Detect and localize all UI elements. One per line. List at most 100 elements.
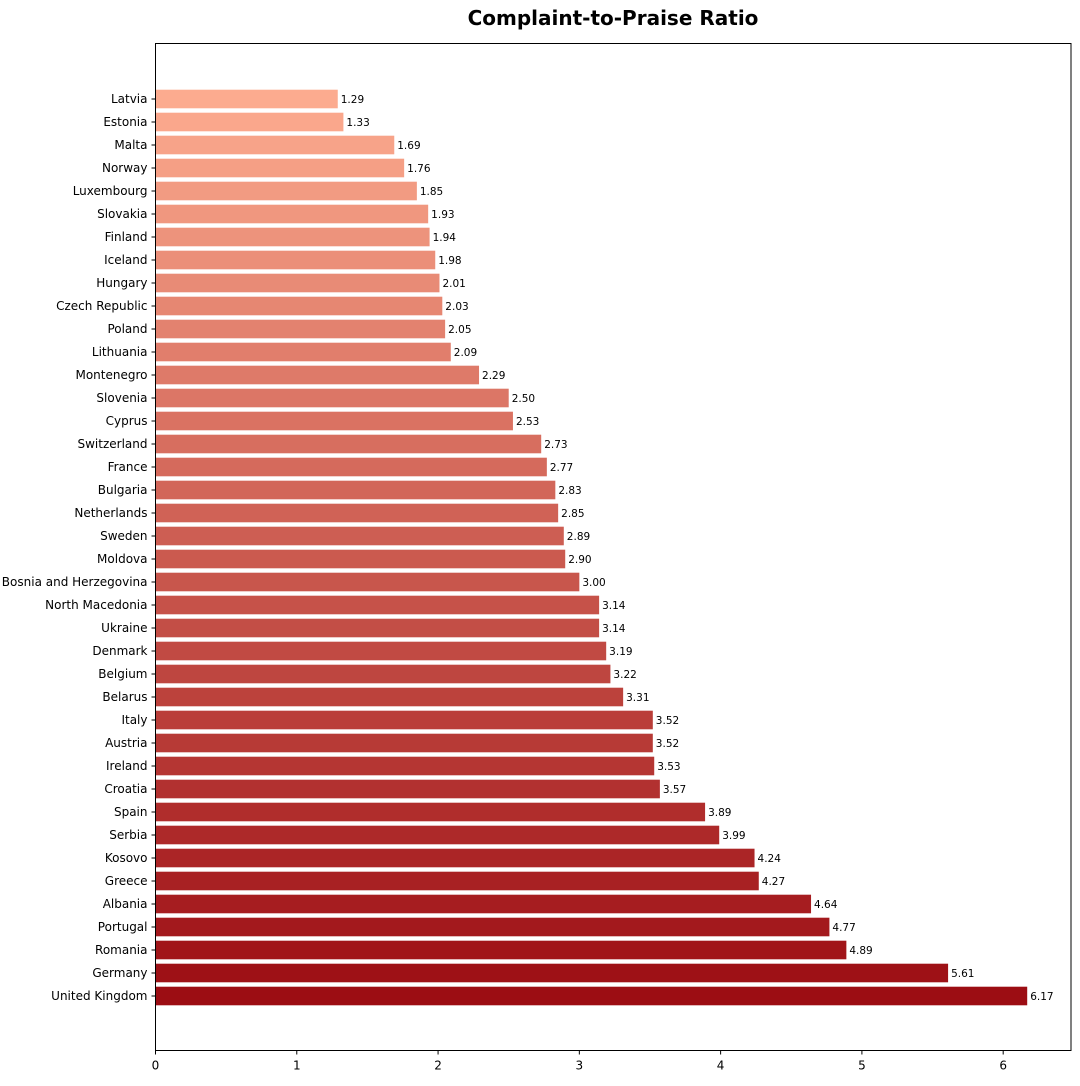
category-label: United Kingdom	[51, 989, 147, 1003]
category-label: Spain	[114, 805, 148, 819]
value-label: 2.83	[558, 485, 581, 497]
value-label: 3.89	[708, 807, 731, 819]
bar	[155, 296, 443, 316]
value-label: 1.85	[420, 186, 443, 198]
value-label: 2.05	[448, 324, 471, 336]
category-label: Ireland	[106, 759, 148, 773]
category-label: Croatia	[104, 782, 147, 796]
category-label: Italy	[121, 713, 147, 727]
bar	[155, 986, 1028, 1006]
bar	[155, 871, 759, 891]
bars-group	[155, 89, 1028, 1006]
bar	[155, 894, 812, 914]
category-label: Latvia	[111, 92, 148, 106]
value-label: 2.77	[550, 462, 573, 474]
category-label: North Macedonia	[45, 598, 147, 612]
category-label: Montenegro	[75, 368, 147, 382]
value-label: 3.31	[626, 692, 649, 704]
value-label: 1.33	[346, 117, 369, 129]
value-label: 3.14	[602, 600, 626, 612]
bar	[155, 158, 405, 178]
bar	[155, 779, 660, 799]
category-label: Bulgaria	[98, 483, 148, 497]
category-label: Greece	[105, 874, 148, 888]
value-label: 4.24	[758, 853, 782, 865]
value-label: 1.69	[397, 140, 420, 152]
value-label: 2.90	[568, 554, 591, 566]
category-label: Ukraine	[101, 621, 147, 635]
bar	[155, 411, 513, 431]
category-label: Czech Republic	[56, 299, 147, 313]
value-label: 2.09	[454, 347, 477, 359]
category-label: Netherlands	[74, 506, 147, 520]
value-label: 2.29	[482, 370, 505, 382]
value-label: 3.52	[656, 715, 679, 727]
value-label: 6.17	[1030, 991, 1053, 1003]
value-label: 3.22	[613, 669, 636, 681]
bar	[155, 503, 559, 523]
bar	[155, 733, 653, 753]
value-label: 3.99	[722, 830, 745, 842]
bar	[155, 595, 600, 615]
value-label: 1.94	[433, 232, 457, 244]
bar	[155, 710, 653, 730]
value-label: 3.57	[663, 784, 686, 796]
value-label: 2.73	[544, 439, 567, 451]
bar	[155, 89, 338, 109]
bar	[155, 112, 344, 132]
value-label: 3.52	[656, 738, 679, 750]
bar	[155, 940, 847, 960]
bar	[155, 480, 556, 500]
bar	[155, 825, 720, 845]
x-tick-label: 5	[858, 1059, 866, 1073]
category-label: Denmark	[92, 644, 147, 658]
value-label: 2.01	[442, 278, 465, 290]
category-label: Iceland	[104, 253, 147, 267]
category-label: Kosovo	[105, 851, 148, 865]
category-label: Germany	[92, 966, 147, 980]
category-labels: Latvia Estonia Malta Norway Luxembourg Slovak…	[2, 92, 156, 1003]
category-label: Belarus	[102, 690, 147, 704]
value-label: 2.03	[445, 301, 468, 313]
category-label: France	[108, 460, 148, 474]
bar	[155, 526, 564, 546]
bar	[155, 365, 480, 385]
bar	[155, 618, 600, 638]
value-label: 4.77	[832, 922, 855, 934]
value-label: 5.61	[951, 968, 974, 980]
value-label: 3.53	[657, 761, 680, 773]
bar	[155, 388, 509, 408]
bar	[155, 342, 451, 362]
category-label: Slovenia	[96, 391, 147, 405]
value-label: 4.27	[762, 876, 785, 888]
bar	[155, 273, 440, 293]
category-label: Poland	[107, 322, 147, 336]
x-tick-label: 3	[576, 1059, 584, 1073]
bar	[155, 549, 566, 569]
bar	[155, 227, 430, 247]
category-label: Switzerland	[78, 437, 148, 451]
bar	[155, 756, 655, 776]
value-label: 4.64	[814, 899, 838, 911]
category-label: Austria	[105, 736, 147, 750]
value-label: 4.89	[849, 945, 872, 957]
bar	[155, 434, 542, 454]
category-label: Hungary	[96, 276, 147, 290]
value-label: 1.29	[341, 94, 364, 106]
value-label: 3.19	[609, 646, 632, 658]
category-label: Malta	[114, 138, 147, 152]
bar	[155, 917, 830, 937]
category-label: Lithuania	[92, 345, 148, 359]
category-label: Sweden	[100, 529, 147, 543]
category-label: Portugal	[98, 920, 148, 934]
bar	[155, 135, 395, 155]
bar	[155, 963, 949, 983]
bar	[155, 664, 611, 684]
category-label: Albania	[103, 897, 148, 911]
category-label: Moldova	[97, 552, 147, 566]
value-label: 1.98	[438, 255, 461, 267]
x-tick-label: 6	[999, 1059, 1007, 1073]
bar	[155, 687, 624, 707]
value-label: 3.14	[602, 623, 626, 635]
